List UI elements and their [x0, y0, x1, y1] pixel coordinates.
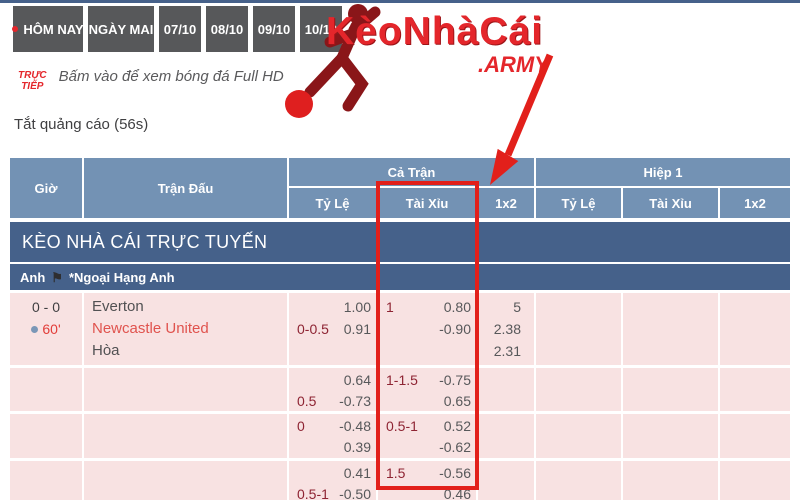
ft-handicap-cell: 0.41 0.5-1 -0.50	[289, 461, 376, 500]
league-name: *Ngoại Hạng Anh	[68, 269, 175, 285]
home-team: Everton	[92, 298, 144, 315]
odds-row: 0.64 0.5 -0.73 1-1.5 -0.75 0.65	[10, 368, 790, 411]
date-nav: HÔM NAY NGÀY MAI 07/10 08/10 09/10 10/10	[12, 6, 342, 52]
header-match: Trận Đấu	[84, 158, 287, 218]
nav-tab-0710[interactable]: 07/10	[159, 6, 201, 52]
ft-over-under-cell: 1-1.5 -0.75 0.65	[378, 368, 476, 411]
ft-handicap-cell: 0.64 0.5 -0.73	[289, 368, 376, 411]
header-ft-1x2: 1x2	[478, 188, 534, 218]
h1-over-under-cell	[623, 293, 718, 365]
header-time: Giờ	[10, 158, 82, 218]
nav-tab-0910[interactable]: 09/10	[253, 6, 295, 52]
h1-1x2-cell	[720, 414, 790, 458]
ad-close-button[interactable]: Tắt quảng cáo (56s)	[14, 116, 149, 133]
nav-tab-tomorrow[interactable]: NGÀY MAI	[88, 6, 154, 52]
ft-1x2-cell	[478, 414, 534, 458]
nav-tab-label: NGÀY MAI	[88, 21, 154, 37]
h1-over-under-cell	[623, 461, 718, 500]
table-header: Giờ Trận Đấu Cả Trận Tỷ Lệ Tài Xỉu 1x2 H…	[10, 158, 790, 218]
live-red-dot-icon	[12, 26, 19, 32]
site-logo[interactable]: KèoNhàCái .ARMY	[278, 0, 578, 120]
h1-1x2-cell	[720, 368, 790, 411]
header-h1-handicap: Tỷ Lệ	[536, 188, 621, 218]
draw-label: Hòa	[92, 342, 120, 359]
odds-table: Giờ Trận Đấu Cả Trận Tỷ Lệ Tài Xỉu 1x2 H…	[10, 158, 790, 500]
header-group-first-half: Hiệp 1 Tỷ Lệ Tài Xỉu 1x2	[536, 158, 790, 218]
logo-suffix: .ARMY	[478, 52, 549, 77]
h1-handicap-cell	[536, 293, 621, 365]
live-stream-link[interactable]: Bấm vào để xem bóng đá Full HD	[58, 68, 284, 85]
logo-title: KèoNhàCái	[326, 10, 544, 53]
header-h1-1x2: 1x2	[720, 188, 790, 218]
header-first-half: Hiệp 1	[536, 158, 790, 186]
h1-over-under-cell	[623, 414, 718, 458]
header-group-full-time: Cả Trận Tỷ Lệ Tài Xỉu 1x2	[289, 158, 534, 218]
ft-over-under-cell: 1 0.80 -0.90	[378, 293, 476, 365]
match-minute: 60'	[42, 321, 61, 337]
match-cell	[84, 414, 287, 458]
top-border-line	[0, 0, 800, 3]
live-stream-row: TRỰC TIẾP Bấm vào để xem bóng đá Full HD	[18, 68, 284, 92]
match-cell	[84, 461, 287, 500]
h1-handicap-cell	[536, 461, 621, 500]
ft-handicap-cell: 1.00 0-0.5 0.91	[289, 293, 376, 365]
header-h1-over-under: Tài Xỉu	[623, 188, 718, 218]
header-ft-over-under: Tài Xỉu	[378, 188, 476, 218]
flag-icon: ⚑	[51, 269, 63, 285]
time-cell: 0 - 0 60'	[10, 293, 82, 365]
match-row: 0 - 0 60' Everton Newcastle United Hòa 1…	[10, 293, 790, 365]
odds-row: 0 -0.48 0.39 0.5-1 0.52 -0.62	[10, 414, 790, 458]
nav-tab-label: 10/10	[304, 21, 338, 37]
time-cell	[10, 368, 82, 411]
match-score: 0 - 0	[31, 299, 60, 315]
time-cell	[10, 414, 82, 458]
nav-tab-today[interactable]: HÔM NAY	[12, 6, 84, 52]
h1-handicap-cell	[536, 368, 621, 411]
match-cell	[84, 368, 287, 411]
ft-handicap-cell: 0 -0.48 0.39	[289, 414, 376, 458]
ft-over-under-cell: 0.5-1 0.52 -0.62	[378, 414, 476, 458]
live-minute-dot-icon	[31, 325, 39, 333]
h1-handicap-cell	[536, 414, 621, 458]
nav-tab-label: HÔM NAY	[23, 21, 84, 37]
nav-tab-0810[interactable]: 08/10	[206, 6, 248, 52]
nav-tab-label: 08/10	[210, 21, 244, 37]
league-row: Anh ⚑ *Ngoại Hạng Anh	[10, 264, 790, 290]
ft-over-under-cell: 1.5 -0.56 0.46	[378, 461, 476, 500]
h1-1x2-cell	[720, 461, 790, 500]
h1-1x2-cell	[720, 293, 790, 365]
time-cell	[10, 461, 82, 500]
nav-tab-label: 09/10	[257, 21, 291, 37]
ft-1x2-cell: 5 2.38 2.31	[478, 293, 534, 365]
h1-over-under-cell	[623, 368, 718, 411]
section-banner: KÈO NHÀ CÁI TRỰC TUYẾN	[10, 222, 790, 262]
ft-1x2-cell	[478, 368, 534, 411]
header-full-time: Cả Trận	[289, 158, 534, 186]
away-team: Newcastle United	[92, 320, 209, 337]
live-badge: TRỰC TIẾP	[18, 70, 47, 92]
nav-tab-label: 07/10	[163, 21, 197, 37]
league-country: Anh	[20, 269, 46, 285]
odds-row: 0.41 0.5-1 -0.50 1.5 -0.56 0.46	[10, 461, 790, 500]
match-cell: Everton Newcastle United Hòa	[84, 293, 287, 365]
soccer-player-icon	[285, 4, 381, 118]
ft-1x2-cell	[478, 461, 534, 500]
header-ft-handicap: Tỷ Lệ	[289, 188, 376, 218]
